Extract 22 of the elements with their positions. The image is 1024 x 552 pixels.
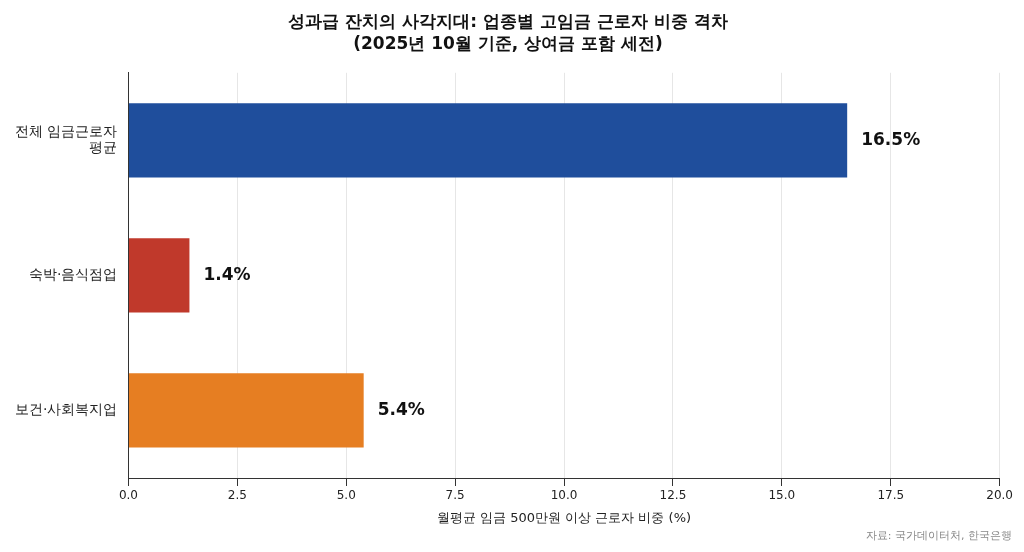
data-label: 1.4% (203, 263, 251, 284)
x-tick-label: 7.5 (445, 488, 465, 503)
chart-title: 성과급 잔치의 사각지대: 업종별 고임금 근로자 비중 격차 (288, 10, 728, 31)
x-axis-title: 월평균 임금 500만원 이상 근로자 비중 (%) (436, 509, 692, 525)
y-tick-label: 숙박·음식점업 (29, 266, 118, 283)
x-tick-label: 2.5 (227, 488, 247, 503)
x-tick-label: 5.0 (336, 488, 356, 503)
x-tick-label: 12.5 (659, 488, 687, 503)
x-tick-label: 0.0 (118, 488, 138, 503)
bar (128, 373, 364, 448)
text: 자료: 국가데이터처, 한국은행 (865, 529, 1012, 543)
x-tick-label: 10.0 (550, 488, 578, 503)
x-tick-label: 20.0 (986, 488, 1013, 503)
bar (128, 238, 190, 313)
y-tick-label: 전체 임금근로자 평균 (15, 122, 118, 156)
bar (128, 103, 848, 178)
x-tick-label: 17.5 (877, 488, 905, 503)
data-label: 5.4% (377, 398, 425, 419)
chart-subtitle: (2025년 10월 기준, 상여금 포함 세전) (353, 33, 663, 54)
y-tick-label: 보건·사회복지업 (15, 401, 118, 418)
data-label: 16.5% (861, 128, 921, 149)
x-tick-label: 15.0 (768, 488, 796, 503)
